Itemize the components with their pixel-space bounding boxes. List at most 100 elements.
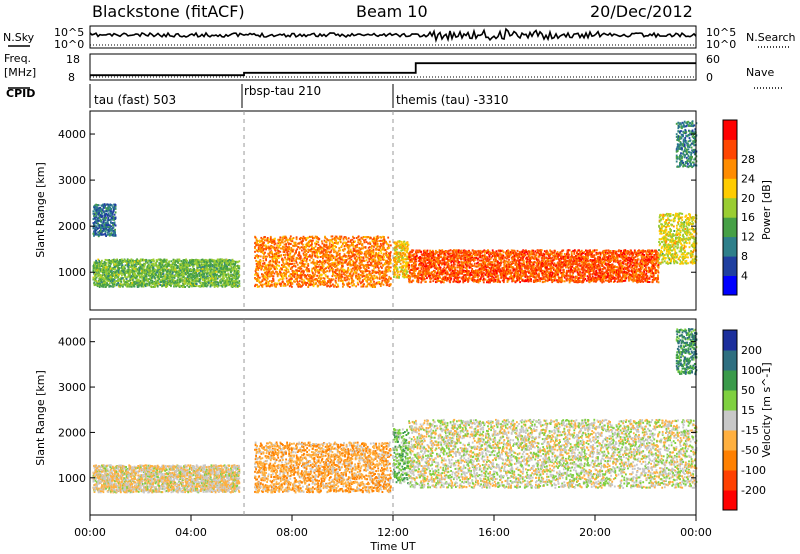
- power-cell: [384, 270, 386, 273]
- power-cell: [223, 277, 225, 280]
- power-cell: [291, 282, 294, 285]
- power-cell: [374, 283, 377, 286]
- power-cell: [168, 276, 171, 279]
- power-cell: [231, 258, 234, 261]
- power-cell: [230, 259, 232, 262]
- power-cell: [382, 253, 385, 256]
- power-cell: [103, 206, 105, 209]
- power-cell: [301, 246, 303, 249]
- power-cell: [99, 218, 102, 221]
- power-cell: [135, 268, 138, 271]
- power-cell: [318, 269, 321, 272]
- power-cell: [364, 246, 367, 249]
- power-cell: [195, 278, 198, 281]
- power-cell: [317, 249, 320, 252]
- power-cell: [306, 270, 309, 273]
- power-cell: [156, 267, 159, 270]
- power-cell: [320, 251, 323, 254]
- power-cell: [317, 281, 320, 284]
- power-cell: [264, 278, 266, 281]
- power-cell: [108, 285, 111, 288]
- power-cell: [227, 272, 230, 275]
- power-cell: [128, 261, 131, 264]
- power-cell: [158, 270, 161, 273]
- power-cell: [373, 240, 376, 243]
- power-cell: [347, 254, 350, 257]
- power-cell: [316, 256, 319, 259]
- power-cell: [381, 248, 383, 251]
- power-cell: [296, 248, 298, 251]
- power-cell: [104, 225, 107, 228]
- power-cell: [311, 235, 314, 238]
- power-cell: [234, 260, 237, 263]
- power-cell: [185, 261, 188, 264]
- power-cell: [395, 276, 398, 279]
- power-cell: [163, 267, 166, 270]
- power-cell: [308, 255, 311, 258]
- power-cell: [281, 240, 283, 243]
- power-cell: [327, 263, 330, 266]
- power-cell: [164, 280, 166, 283]
- power-cell: [349, 275, 352, 278]
- power-cell: [106, 213, 109, 216]
- power-cell: [203, 264, 206, 267]
- power-cell: [329, 268, 332, 271]
- power-cell: [304, 243, 307, 246]
- power-cell: [379, 258, 382, 260]
- power-cell: [319, 273, 322, 276]
- power-cell: [280, 254, 283, 257]
- power-cell: [329, 279, 332, 282]
- power-cell: [188, 282, 191, 285]
- power-cell: [341, 280, 344, 282]
- power-cell: [193, 279, 196, 282]
- power-cell: [311, 253, 314, 255]
- power-cell: [126, 270, 129, 273]
- power-cell: [284, 284, 287, 287]
- power-cell: [304, 248, 307, 251]
- power-cell: [213, 285, 216, 288]
- power-cell: [344, 279, 347, 282]
- power-cell: [324, 245, 326, 248]
- power-cell: [183, 264, 185, 267]
- power-cell: [349, 271, 352, 274]
- power-cell: [334, 269, 337, 271]
- power-cell: [394, 271, 396, 274]
- power-cell: [321, 240, 323, 243]
- power-cell: [98, 219, 101, 222]
- power-cell: [312, 258, 315, 261]
- power-cell: [371, 238, 374, 241]
- power-cell: [318, 260, 321, 263]
- power-cell: [385, 240, 387, 243]
- power-cell: [365, 268, 368, 271]
- power-cell: [305, 237, 308, 240]
- power-cell: [257, 255, 260, 258]
- power-cell: [337, 253, 340, 256]
- power-cell: [93, 234, 95, 237]
- power-cell: [114, 261, 117, 264]
- power-cell: [382, 248, 384, 251]
- power-cell: [353, 266, 356, 269]
- power-cell: [141, 267, 143, 270]
- power-cell: [133, 261, 135, 264]
- power-cell: [329, 265, 332, 268]
- power-cell: [314, 235, 317, 238]
- power-cell: [109, 285, 112, 288]
- power-cell: [393, 273, 396, 276]
- power-cell: [204, 282, 206, 285]
- power-cell: [94, 205, 97, 207]
- power-cell: [378, 259, 381, 262]
- power-cell: [354, 244, 357, 247]
- power-cell: [332, 272, 334, 275]
- power-cell: [292, 250, 294, 253]
- power-cell: [192, 260, 195, 263]
- power-cell: [191, 259, 193, 262]
- power-cell: [202, 275, 204, 278]
- power-cell: [228, 264, 231, 267]
- power-cell: [289, 280, 292, 282]
- power-cell: [381, 271, 384, 274]
- power-cell: [267, 282, 270, 285]
- power-cell: [183, 276, 185, 279]
- power-cell: [272, 270, 274, 273]
- power-cell: [336, 272, 339, 275]
- power-cell: [323, 281, 325, 284]
